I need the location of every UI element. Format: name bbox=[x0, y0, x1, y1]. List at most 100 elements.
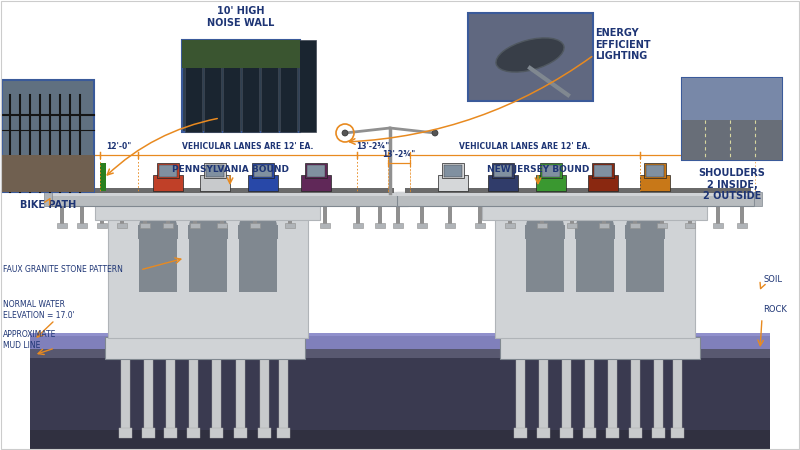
Bar bbox=[182, 40, 300, 132]
Bar bbox=[537, 223, 547, 228]
Bar bbox=[505, 223, 515, 228]
Bar bbox=[526, 225, 564, 292]
Text: FAUX GRANITE STONE PATTERN: FAUX GRANITE STONE PATTERN bbox=[3, 266, 123, 274]
Bar bbox=[320, 223, 330, 228]
Bar bbox=[48, 192, 408, 196]
Bar bbox=[482, 205, 707, 220]
Bar bbox=[629, 428, 642, 438]
Bar bbox=[396, 204, 400, 224]
Bar bbox=[206, 165, 224, 177]
Bar bbox=[187, 428, 200, 438]
Bar bbox=[631, 358, 640, 433]
Bar bbox=[500, 337, 700, 359]
Bar bbox=[223, 40, 240, 132]
Bar bbox=[492, 163, 514, 178]
Bar bbox=[236, 358, 245, 433]
Text: SHOULDERS
2 INSIDE,
2 OUTSIDE: SHOULDERS 2 INSIDE, 2 OUTSIDE bbox=[698, 168, 766, 201]
Bar bbox=[254, 165, 272, 177]
Bar bbox=[121, 358, 130, 433]
Bar bbox=[488, 175, 518, 191]
Bar bbox=[157, 163, 179, 178]
Ellipse shape bbox=[139, 212, 177, 238]
Bar bbox=[30, 430, 770, 450]
Text: 12'-0": 12'-0" bbox=[106, 142, 132, 151]
Bar bbox=[640, 175, 670, 191]
Bar bbox=[95, 205, 320, 220]
Bar bbox=[164, 428, 177, 438]
Bar bbox=[671, 428, 684, 438]
Bar bbox=[159, 165, 177, 177]
Bar bbox=[526, 225, 565, 239]
Bar bbox=[660, 204, 664, 224]
Bar bbox=[397, 192, 754, 206]
Text: APPROXIMATE
MUD LINE: APPROXIMATE MUD LINE bbox=[3, 330, 56, 350]
Bar bbox=[323, 204, 327, 224]
Bar bbox=[217, 223, 227, 228]
Bar bbox=[626, 225, 664, 292]
Text: SOIL: SOIL bbox=[763, 275, 782, 284]
Bar bbox=[475, 223, 485, 228]
Bar bbox=[97, 223, 107, 228]
Bar bbox=[633, 204, 637, 224]
Bar bbox=[100, 163, 106, 191]
Bar bbox=[258, 428, 271, 438]
Bar bbox=[417, 223, 427, 228]
Ellipse shape bbox=[626, 212, 664, 238]
Bar bbox=[537, 428, 550, 438]
Bar bbox=[468, 13, 593, 101]
Bar bbox=[190, 225, 226, 292]
Text: ROCK: ROCK bbox=[763, 306, 787, 315]
Bar bbox=[716, 204, 720, 224]
Bar bbox=[445, 223, 455, 228]
Bar bbox=[495, 215, 695, 338]
Bar bbox=[393, 223, 403, 228]
Bar bbox=[682, 78, 782, 120]
Bar bbox=[30, 333, 770, 349]
Text: PENNSYLVANIA BOUND: PENNSYLVANIA BOUND bbox=[171, 166, 289, 175]
Bar bbox=[143, 204, 147, 224]
Text: NORMAL WATER
ELEVATION = 17.0': NORMAL WATER ELEVATION = 17.0' bbox=[3, 300, 74, 320]
Text: VEHICULAR LANES ARE 12' EA.: VEHICULAR LANES ARE 12' EA. bbox=[459, 142, 590, 151]
Bar bbox=[646, 165, 664, 177]
Bar bbox=[567, 223, 577, 228]
Bar bbox=[100, 204, 104, 224]
Bar bbox=[542, 165, 560, 177]
Text: 12'-0": 12'-0" bbox=[685, 142, 710, 151]
Bar bbox=[356, 204, 360, 224]
Bar bbox=[576, 225, 614, 292]
Bar bbox=[30, 348, 770, 358]
Bar bbox=[119, 428, 132, 438]
Bar bbox=[688, 204, 692, 224]
Text: 13'-2¾": 13'-2¾" bbox=[356, 142, 389, 151]
Bar bbox=[166, 204, 170, 224]
Bar bbox=[299, 40, 316, 132]
Bar bbox=[189, 358, 198, 433]
Bar bbox=[250, 223, 260, 228]
Bar bbox=[442, 163, 464, 178]
Bar bbox=[652, 428, 665, 438]
Bar bbox=[570, 204, 574, 224]
Bar bbox=[539, 358, 548, 433]
Bar bbox=[200, 175, 230, 191]
Bar bbox=[444, 165, 462, 177]
Bar bbox=[77, 223, 87, 228]
Bar bbox=[2, 155, 94, 192]
Bar bbox=[375, 223, 385, 228]
Circle shape bbox=[342, 130, 348, 136]
Bar bbox=[438, 175, 468, 191]
Bar bbox=[448, 204, 452, 224]
Bar bbox=[142, 428, 155, 438]
Bar bbox=[378, 204, 382, 224]
Bar bbox=[280, 40, 297, 132]
Bar bbox=[204, 40, 221, 132]
Text: NEW JERSEY BOUND: NEW JERSEY BOUND bbox=[487, 166, 589, 175]
Text: 10'-0": 10'-0" bbox=[63, 142, 89, 151]
Bar bbox=[260, 358, 269, 433]
Text: 10' HIGH
NOISE WALL: 10' HIGH NOISE WALL bbox=[207, 6, 274, 28]
Bar bbox=[508, 204, 512, 224]
Bar bbox=[166, 358, 175, 433]
Bar bbox=[713, 223, 723, 228]
Bar bbox=[220, 204, 224, 224]
Bar bbox=[52, 188, 394, 193]
Bar bbox=[253, 204, 257, 224]
